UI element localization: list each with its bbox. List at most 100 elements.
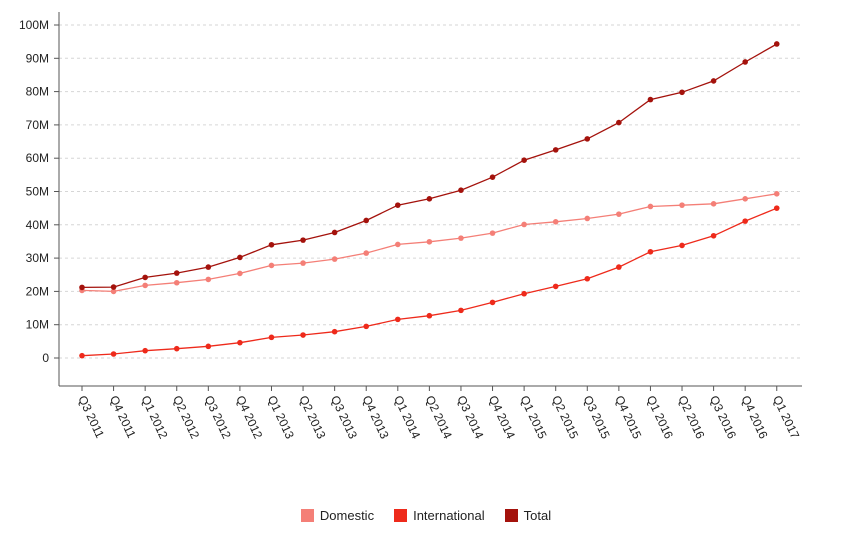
series-line-total xyxy=(81,43,778,289)
data-point-total xyxy=(458,187,464,193)
data-point-total xyxy=(79,284,85,291)
legend-item-total[interactable]: Total xyxy=(504,508,551,523)
data-point-total xyxy=(742,59,748,65)
grid-lines xyxy=(59,24,802,359)
data-point-total xyxy=(395,202,401,208)
x-tick-label: Q2 2015 xyxy=(549,393,581,441)
data-point-international xyxy=(773,205,780,211)
data-point-international xyxy=(679,242,685,249)
y-tick-label: 90M xyxy=(26,51,49,65)
data-point-international xyxy=(173,345,180,352)
data-point-total xyxy=(363,217,370,224)
data-point-international xyxy=(584,275,591,282)
data-point-total xyxy=(300,237,306,243)
x-tick-label: Q2 2012 xyxy=(170,393,202,441)
y-axis: 0 10M 20M 30M 40M 50M 60M 70M 80M 90M 100M xyxy=(19,12,60,386)
data-point-domestic xyxy=(331,256,338,262)
data-point-international xyxy=(742,218,748,224)
legend: Domestic International Total xyxy=(0,508,852,523)
data-point-domestic xyxy=(742,196,748,202)
data-point-domestic xyxy=(647,203,654,210)
data-point-international xyxy=(489,299,496,306)
data-point-domestic xyxy=(110,288,117,295)
data-point-domestic xyxy=(300,260,306,266)
x-tick-label: Q2 2014 xyxy=(423,393,455,441)
x-tick-label: Q1 2017 xyxy=(770,393,802,441)
data-point-total xyxy=(616,119,622,126)
x-tick-label: Q1 2013 xyxy=(265,393,297,441)
legend-swatch-domestic xyxy=(300,509,314,522)
y-tick-label: 10M xyxy=(26,318,49,332)
data-point-domestic xyxy=(173,279,180,286)
x-tick-label: Q3 2012 xyxy=(202,393,234,441)
data-point-total xyxy=(426,196,433,202)
x-tick-label: Q4 2013 xyxy=(360,393,392,441)
x-tick-label: Q4 2012 xyxy=(233,393,265,441)
legend-swatch-total xyxy=(504,509,518,522)
y-tick-label: 100M xyxy=(19,18,49,32)
data-point-domestic xyxy=(458,235,464,241)
data-point-total xyxy=(773,41,780,47)
x-tick-label: Q1 2016 xyxy=(644,393,676,441)
x-tick-label: Q1 2015 xyxy=(517,393,549,441)
x-tick-label: Q3 2014 xyxy=(454,393,486,441)
data-point-domestic xyxy=(521,221,527,228)
x-tick-label: Q3 2013 xyxy=(328,393,360,441)
data-point-total xyxy=(268,241,275,248)
legend-swatch-international xyxy=(394,509,408,522)
data-point-international xyxy=(268,334,275,341)
legend-label-international: International xyxy=(413,508,485,523)
data-point-international xyxy=(426,312,433,319)
y-tick-label: 80M xyxy=(26,85,49,99)
data-point-international xyxy=(142,347,148,354)
x-axis: Q3 2011 Q4 2011 Q1 2012 Q2 2012 Q3 2012 Q4 20… xyxy=(59,385,802,441)
data-point-domestic xyxy=(395,241,401,248)
data-point-international xyxy=(237,339,243,346)
data-point-international xyxy=(331,328,338,335)
data-point-domestic xyxy=(237,270,243,277)
x-tick-label: Q3 2015 xyxy=(581,393,613,441)
data-point-domestic xyxy=(616,211,622,217)
data-point-international xyxy=(79,352,85,359)
data-point-total xyxy=(647,96,654,103)
data-point-international xyxy=(616,264,622,270)
x-tick-label: Q1 2014 xyxy=(391,393,423,441)
legend-item-domestic[interactable]: Domestic xyxy=(300,508,375,523)
data-point-domestic xyxy=(205,276,212,283)
data-point-total xyxy=(205,264,212,270)
data-point-international xyxy=(521,290,527,297)
x-tick-label: Q1 2012 xyxy=(138,393,170,441)
data-point-domestic xyxy=(710,201,717,207)
line-chart: 0 10M 20M 30M 40M 50M 60M 70M 80M 90M 100M Q3 2011… xyxy=(19,12,802,441)
legend-label-domestic: Domestic xyxy=(319,508,375,523)
data-point-total xyxy=(110,284,117,290)
data-point-international xyxy=(647,248,654,255)
data-point-domestic xyxy=(489,230,496,236)
y-tick-label: 50M xyxy=(26,185,49,199)
data-point-international xyxy=(205,343,212,350)
y-tick-label: 20M xyxy=(26,284,49,298)
data-point-total xyxy=(489,174,496,180)
legend-item-international[interactable]: International xyxy=(394,508,485,523)
y-tick-label: 30M xyxy=(26,251,49,265)
x-tick-label: Q4 2014 xyxy=(486,393,518,441)
data-point-total xyxy=(521,157,527,163)
x-tick-label: Q2 2016 xyxy=(675,393,707,441)
y-tick-label: 0 xyxy=(42,351,49,365)
y-tick-label: 70M xyxy=(26,118,49,132)
data-point-international xyxy=(110,351,117,357)
data-point-domestic xyxy=(552,219,559,225)
data-point-domestic xyxy=(142,282,148,289)
data-point-total xyxy=(679,89,685,96)
x-tick-label: Q4 2011 xyxy=(107,393,139,440)
data-point-domestic xyxy=(426,238,433,245)
x-tick-label: Q3 2016 xyxy=(707,393,739,441)
data-point-international xyxy=(363,323,370,330)
data-point-domestic xyxy=(584,215,591,222)
x-tick-label: Q4 2016 xyxy=(738,393,770,441)
data-point-international xyxy=(395,316,401,323)
x-tick-label: Q2 2013 xyxy=(296,393,328,441)
data-point-total xyxy=(331,229,338,236)
data-point-domestic xyxy=(363,250,370,256)
data-point-total xyxy=(173,270,180,276)
